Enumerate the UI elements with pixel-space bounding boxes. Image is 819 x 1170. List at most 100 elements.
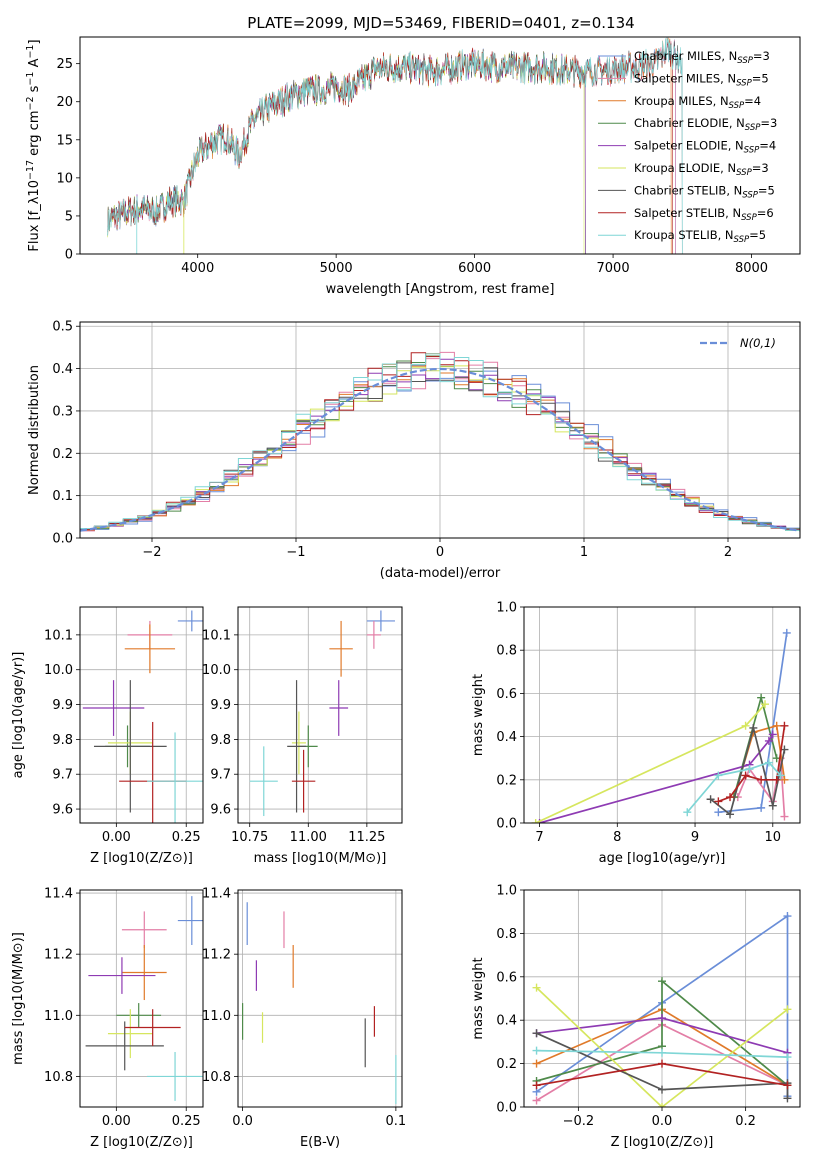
y-tick-label: 9.9: [52, 698, 73, 713]
weight_vs_age-ylabel: mass weight: [471, 674, 486, 756]
legend-entry: Kroupa MILES, NSSP=4: [634, 94, 761, 111]
weight-marker: [706, 795, 715, 804]
y-tick-label: 0.0: [496, 1101, 517, 1116]
weight-marker: [783, 1053, 792, 1062]
weight_vs_Z-panel: −0.2 0.0 0.2 0.0 0.2 0.4 0.6 0.8 1.0 Z [log10(Z/Z…: [471, 884, 801, 1150]
y-tick-label: 0.8: [496, 644, 517, 659]
weight-series-line: [535, 703, 766, 823]
legend-entry: N(0,1): [740, 336, 776, 350]
y-tick-label: 10.0: [202, 663, 231, 678]
y-tick-label: 11.2: [44, 948, 73, 963]
weight-marker: [745, 765, 754, 773]
y-tick-label: 11.4: [44, 887, 73, 902]
x-tick-label: −2: [142, 545, 161, 560]
y-tick-label: 9.7: [210, 768, 231, 783]
x-tick-label: 7: [535, 830, 543, 845]
age_vs_Z-ylabel: age [log10(age/yr)]: [11, 652, 26, 779]
y-tick-label: 0.2: [52, 447, 73, 462]
y-tick-label: 0.8: [496, 927, 517, 942]
x-tick-label: 2: [724, 545, 732, 560]
spectrum-plot-area: [107, 37, 683, 254]
errorbar-point: [107, 1009, 153, 1059]
x-tick-label: 0.0: [232, 1114, 253, 1129]
weight-marker: [658, 1014, 666, 1023]
weight-marker: [658, 1085, 666, 1094]
errorbar-point: [82, 680, 145, 736]
weight-marker: [764, 736, 773, 745]
weight-marker: [783, 1005, 792, 1014]
age_vs_Z-frame: [79, 606, 204, 824]
errorbar-point: [147, 732, 203, 823]
errorbar-point: [121, 911, 167, 949]
weight_vs_Z-plot-area: [532, 912, 792, 1107]
x-tick-label: 0: [436, 545, 444, 560]
errorbar-point: [291, 711, 306, 775]
weight-marker: [726, 793, 735, 802]
mass_vs_Z-panel: 0.00 0.25 10.8 11.0 11.2 11.4 Z [log10(Z/Z⊙)] m…: [11, 887, 204, 1150]
x-tick-label: 5000: [320, 261, 353, 276]
weight-marker: [764, 758, 773, 767]
errorbar-point: [287, 680, 306, 813]
weight_vs_age-panel: 7 8 9 10 0.0 0.2 0.4 0.6 0.8 1.0 age [log10(age/yr…: [471, 601, 801, 866]
spectrum-xlabel: wavelength [Angstrom, rest frame]: [326, 282, 555, 297]
spectrum-series-line: [107, 43, 673, 254]
y-tick-label: 11.4: [202, 887, 231, 902]
errorbar-point: [116, 1003, 162, 1028]
legend-entry: Chabrier MILES, NSSP=3: [634, 49, 770, 66]
residuals-plot-area: [80, 351, 800, 532]
weight-marker: [658, 1048, 666, 1057]
x-tick-label: 0.2: [735, 1114, 756, 1129]
weight_vs_age-plot-area: [531, 628, 791, 823]
residuals-ylabel: Normed distribution: [27, 365, 42, 495]
weight-marker: [532, 983, 541, 992]
residuals-frame: [79, 321, 801, 539]
x-tick-label: 0.25: [172, 1114, 201, 1129]
errorbar-point: [249, 746, 278, 817]
y-tick-label: 10.1: [202, 628, 231, 643]
weight-series-line: [536, 1032, 789, 1099]
weight-marker: [772, 775, 781, 784]
weight-marker: [532, 1096, 541, 1105]
x-tick-label: 8000: [735, 261, 768, 276]
y-tick-label: 11.0: [202, 1009, 231, 1024]
weight-marker: [757, 693, 766, 702]
y-tick-label: 10: [56, 171, 73, 186]
mass_vs_EBV-grid: [238, 890, 402, 1107]
legend-entry: Chabrier STELIB, NSSP=5: [634, 183, 775, 200]
x-tick-label: 8: [613, 830, 621, 845]
x-tick-label: 0.25: [172, 830, 201, 845]
y-tick-label: 0.4: [496, 1014, 517, 1029]
errorbar-point: [124, 1009, 181, 1046]
x-tick-label: −1: [286, 545, 305, 560]
y-tick-label: 10.0: [44, 663, 73, 678]
errorbar-point: [366, 620, 381, 649]
age_vs_mass-grid: [238, 607, 402, 823]
weight_vs_Z-ylabel: mass weight: [471, 957, 486, 1039]
errorbar-point: [88, 957, 156, 994]
spectrum-legend: Chabrier MILES, NSSP=3 Salpeter MILES, NS…: [598, 49, 777, 245]
x-tick-label: 1: [580, 545, 588, 560]
y-tick-label: 11.2: [202, 948, 231, 963]
weight-marker: [783, 1094, 792, 1103]
mass_vs_Z-plot-area: [85, 896, 203, 1101]
y-tick-label: 9.6: [210, 803, 231, 818]
y-tick-label: 9.9: [210, 698, 231, 713]
y-tick-label: 9.8: [52, 733, 73, 748]
weight-marker: [757, 803, 766, 812]
errorbar-point: [329, 620, 353, 677]
y-tick-label: 0.4: [496, 730, 517, 745]
weight-marker: [741, 721, 750, 730]
age_vs_mass-xlabel: mass [log10(M/M⊙)]: [254, 851, 387, 866]
y-tick-label: 9.6: [52, 803, 73, 818]
weight-marker: [658, 1103, 666, 1107]
spectrum-series-line: [107, 49, 586, 254]
weight-marker: [658, 1059, 666, 1068]
weight-marker: [768, 730, 777, 739]
x-tick-label: 9: [691, 830, 699, 845]
x-tick-label: 4000: [181, 261, 214, 276]
histogram-series: [80, 353, 800, 531]
weight-marker: [776, 771, 785, 780]
errorbar-point: [329, 680, 349, 736]
weight_vs_Z-frame: [523, 889, 801, 1108]
